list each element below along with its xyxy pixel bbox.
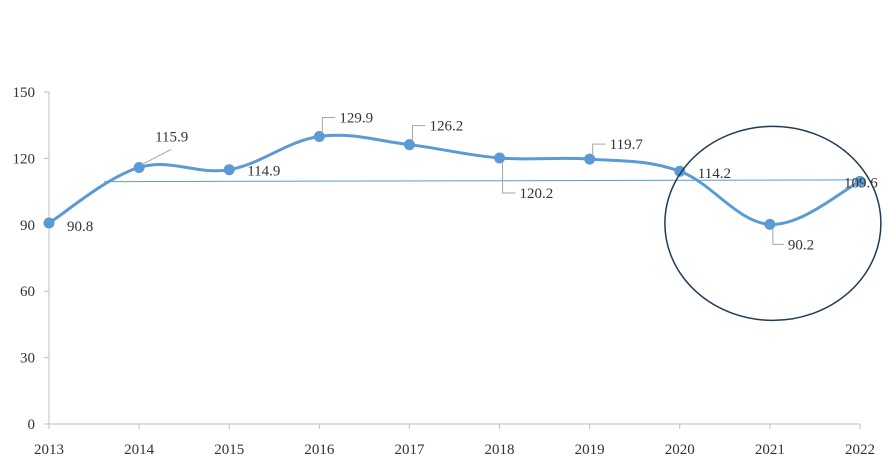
data-label: 129.9 <box>339 110 373 126</box>
data-label: 120.2 <box>520 186 554 202</box>
data-label: 114.2 <box>698 166 731 182</box>
series-line <box>48 133 861 226</box>
y-tick-label: 30 <box>20 351 35 367</box>
leader-line <box>321 116 336 134</box>
leader-line <box>411 125 426 142</box>
y-tick-label: 0 <box>28 417 36 433</box>
leader-line <box>772 228 784 245</box>
leader-line <box>141 149 172 165</box>
y-tick-label: 90 <box>20 218 35 234</box>
data-label: 126.2 <box>429 119 463 135</box>
x-tick-label: 2019 <box>575 442 605 458</box>
data-point <box>133 161 145 173</box>
data-point <box>584 153 596 165</box>
data-point <box>764 218 776 230</box>
x-tick-label: 2021 <box>755 442 785 458</box>
x-tick-label: 2013 <box>34 442 64 458</box>
data-point <box>313 130 325 142</box>
data-point <box>43 217 55 229</box>
leader-line <box>592 143 606 157</box>
x-tick-label: 2018 <box>485 442 515 458</box>
data-label: 119.7 <box>610 137 644 153</box>
x-tick-label: 2014 <box>124 442 155 458</box>
data-label: 90.8 <box>67 219 93 235</box>
data-label: 115.9 <box>155 129 188 145</box>
x-tick-label: 2020 <box>665 442 695 458</box>
y-tick-label: 150 <box>13 85 36 101</box>
x-tick-label: 2022 <box>845 442 875 458</box>
data-point <box>223 164 235 176</box>
x-tick-label: 2015 <box>214 442 244 458</box>
data-point <box>674 165 686 177</box>
y-tick-label: 60 <box>20 284 35 300</box>
x-tick-label: 2016 <box>304 442 335 458</box>
data-point <box>494 152 506 164</box>
data-point <box>403 139 415 151</box>
data-label: 114.9 <box>247 164 280 180</box>
data-label: 90.2 <box>788 237 814 253</box>
y-tick-label: 120 <box>13 151 36 167</box>
data-point <box>854 175 866 187</box>
leader-line <box>502 161 516 194</box>
reference-line <box>103 179 861 183</box>
highlight-ellipse <box>664 125 882 322</box>
x-tick-label: 2017 <box>394 442 425 458</box>
